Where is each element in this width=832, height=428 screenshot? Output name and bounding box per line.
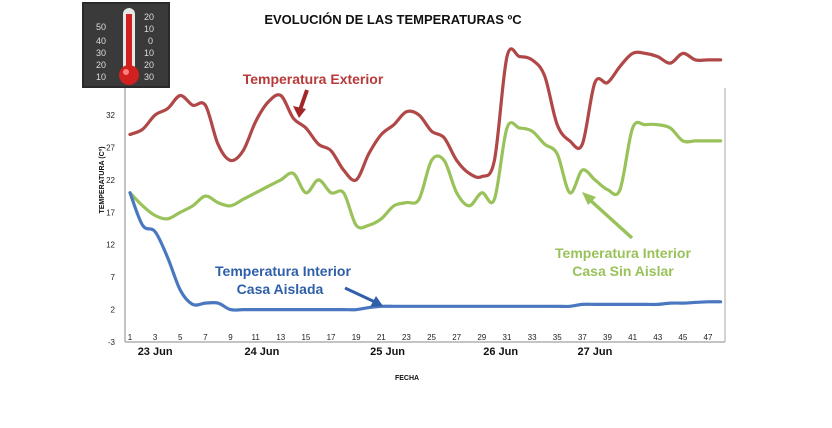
thermometer-icon: 50 40 30 20 10 20 10 0 10 20 30: [82, 2, 170, 88]
thermo-label: 20: [144, 60, 154, 70]
x-tick-label: 29: [477, 333, 486, 342]
date-label: 23 Jun: [138, 346, 173, 358]
x-tick-label: 9: [228, 333, 233, 342]
x-tick-label: 47: [704, 333, 713, 342]
x-tick-label: 35: [553, 333, 562, 342]
thermo-label: 0: [148, 36, 153, 46]
thermometer-scale-left: 50 40 30 20 10: [96, 22, 106, 82]
thermo-label: 50: [96, 22, 106, 32]
date-labels: 23 Jun 24 Jun 25 Jun 26 Jun 27 Jun: [138, 346, 613, 358]
series-label-aislada-2: Casa Aislada: [237, 281, 324, 297]
series-label-exterior: Temperatura Exterior: [243, 71, 384, 87]
plot-frame: [124, 88, 726, 343]
series-lines: [128, 47, 723, 312]
y-tick-label: 17: [106, 208, 115, 217]
thermo-label: 40: [96, 36, 106, 46]
thermo-label: 10: [144, 48, 154, 58]
y-tick-label: 7: [111, 273, 116, 282]
x-tick-label: 45: [678, 333, 687, 342]
arrow-sin-aislar: [588, 198, 634, 240]
thermo-label: 10: [144, 24, 154, 34]
x-tick-label: 19: [352, 333, 361, 342]
date-label: 25 Jun: [370, 346, 405, 358]
date-label: 24 Jun: [245, 346, 280, 358]
arrowhead-aislada: [370, 296, 383, 307]
y-tick-label: -3: [108, 338, 116, 347]
annotation-sin-aislar: Temperatura Interior Casa Sin Aislar: [555, 192, 691, 279]
date-label: 26 Jun: [483, 346, 518, 358]
series-label-sin-aislar-1: Temperatura Interior: [555, 245, 691, 261]
x-tick-label: 33: [528, 333, 537, 342]
y-tick-label: 2: [111, 306, 116, 315]
x-tick-label: 37: [578, 333, 587, 342]
arrow-aislada: [344, 286, 376, 304]
x-tick-label: 39: [603, 333, 612, 342]
chart-title: EVOLUCIÓN DE LAS TEMPERATURAS ºC: [264, 12, 522, 27]
x-tick-label: 23: [402, 333, 411, 342]
series-label-sin-aislar-2: Casa Sin Aislar: [572, 263, 674, 279]
x-tick-label: 31: [503, 333, 512, 342]
thermo-label: 30: [96, 48, 106, 58]
x-tick-label: 13: [276, 333, 285, 342]
annotation-exterior: Temperatura Exterior: [243, 71, 384, 118]
x-tick-label: 7: [203, 333, 208, 342]
thermo-label: 30: [144, 72, 154, 82]
series-line-sin-aislar: [128, 120, 723, 230]
x-axis-label: FECHA: [395, 375, 419, 382]
series-line-exterior: [128, 47, 723, 183]
thermometer-scale-right: 20 10 0 10 20 30: [144, 12, 154, 82]
arrow-exterior: [298, 89, 309, 111]
y-tick-label: 32: [106, 111, 115, 120]
y-tick-label: 27: [106, 143, 115, 152]
x-axis-ticks: 1 3 5 7 9 11 13 15 17 19 21 23 25 27 29 31 33 35 37 39 41 43 4…: [128, 333, 713, 342]
y-axis-label: TEMPERATURA (Cº): [99, 146, 106, 213]
arrowhead-sin-aislar: [582, 192, 596, 205]
date-label: 27 Jun: [577, 346, 612, 358]
x-tick-label: 27: [452, 333, 461, 342]
annotation-aislada: Temperatura Interior Casa Aislada: [215, 263, 383, 307]
x-tick-label: 15: [301, 333, 310, 342]
thermo-label: 20: [96, 60, 106, 70]
x-tick-label: 41: [628, 333, 637, 342]
x-tick-label: 3: [153, 333, 158, 342]
series-label-aislada-1: Temperatura Interior: [215, 263, 351, 279]
thermo-label: 20: [144, 12, 154, 22]
x-tick-label: 43: [653, 333, 662, 342]
x-tick-label: 1: [128, 333, 133, 342]
x-tick-label: 21: [377, 333, 386, 342]
arrowhead-exterior: [293, 106, 306, 118]
y-tick-label: 12: [106, 241, 115, 250]
series-line-aislada: [128, 191, 723, 312]
x-tick-label: 5: [178, 333, 183, 342]
x-tick-label: 17: [327, 333, 336, 342]
y-tick-label: 22: [106, 176, 115, 185]
x-tick-label: 25: [427, 333, 436, 342]
x-tick-label: 11: [251, 333, 260, 342]
thermo-label: 10: [96, 72, 106, 82]
